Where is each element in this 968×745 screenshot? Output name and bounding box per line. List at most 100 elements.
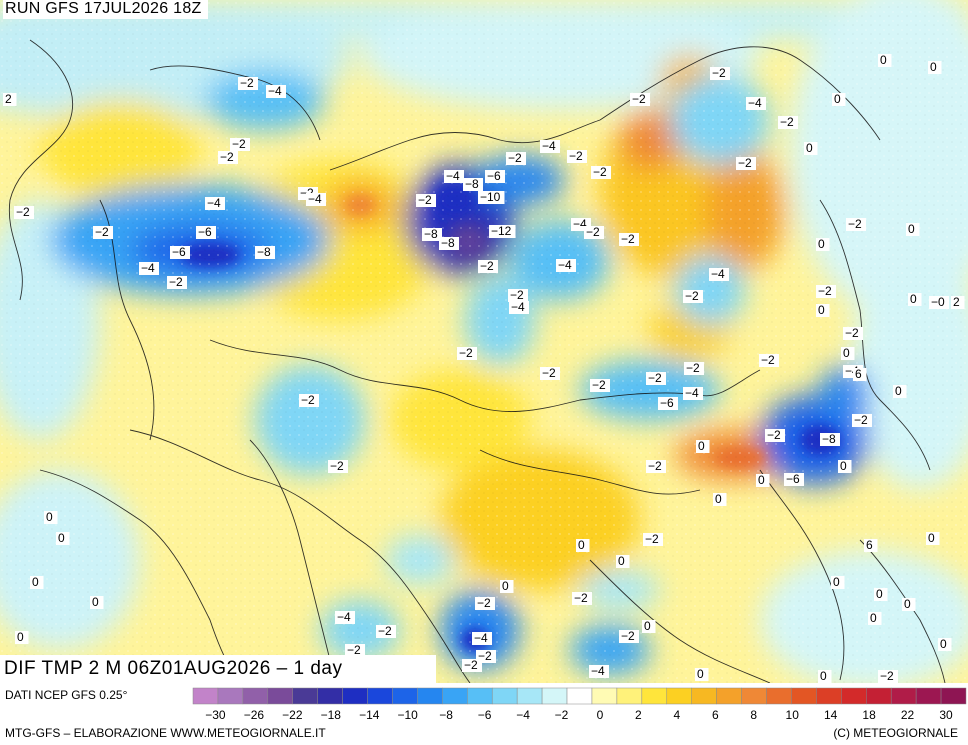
contour-value-label: 0 <box>616 554 630 568</box>
contour-value-text: 0 <box>698 439 705 453</box>
contour-value-text: −2 <box>574 591 588 605</box>
contour-value-label: 0 <box>804 141 818 155</box>
contour-value-label: 0 <box>818 669 832 683</box>
contour-value-text: −2 <box>220 150 234 164</box>
legend-tick-label: 18 <box>862 708 876 722</box>
legend-tick-label: −8 <box>439 708 453 722</box>
legend-swatch <box>691 687 717 705</box>
legend-swatch <box>666 687 692 705</box>
legend-swatch <box>890 687 917 705</box>
legend-swatch <box>367 687 393 705</box>
contour-value-text: 0 <box>910 292 917 306</box>
legend-swatch <box>192 687 219 705</box>
contour-value-text: −2 <box>240 76 254 90</box>
legend-swatch <box>516 687 543 705</box>
contour-value-text: −2 <box>880 669 894 683</box>
contour-value-text: 2 <box>5 92 12 106</box>
contour-value-text: −2 <box>592 378 606 392</box>
contour-value-text: −8 <box>257 245 271 259</box>
contour-value-text: −0 <box>931 295 945 309</box>
contour-value-text: 0 <box>818 303 825 317</box>
legend-swatch <box>242 687 269 705</box>
contour-value-label: −2 <box>462 658 482 672</box>
contour-value-label: −4 <box>472 631 492 645</box>
contour-value-label: −6 <box>196 225 216 239</box>
contour-value-text: −2 <box>477 596 491 610</box>
contour-value-text: 0 <box>578 538 585 552</box>
contour-value-text: 0 <box>876 587 883 601</box>
contour-value-label: 0 <box>902 597 916 611</box>
contour-value-label: 0 <box>696 439 710 453</box>
contour-value-label: 6 <box>853 367 867 381</box>
contour-value-label: −2 <box>878 669 898 683</box>
contour-value-text: −8 <box>822 432 836 446</box>
legend-swatch <box>491 687 518 705</box>
contour-value-text: −2 <box>586 225 600 239</box>
legend-swatch <box>816 687 842 705</box>
contour-value-label: −8 <box>422 227 442 241</box>
contour-value-text: −4 <box>511 300 525 314</box>
contour-value-label: −2 <box>416 193 436 207</box>
contour-value-text: 6 <box>866 538 873 552</box>
contour-value-text: −2 <box>569 149 583 163</box>
contour-value-text: −2 <box>738 156 752 170</box>
legend-swatch <box>566 687 593 705</box>
contour-value-text: −2 <box>645 532 659 546</box>
contour-value-label: 0 <box>756 473 770 487</box>
contour-value-text: −10 <box>480 190 501 204</box>
contour-value-label: −8 <box>820 432 840 446</box>
contour-value-text: −12 <box>491 224 512 238</box>
contour-value-label: −8 <box>463 177 483 191</box>
contour-value-text: −2 <box>621 629 635 643</box>
contour-value-label: −2 <box>591 165 611 179</box>
contour-value-label: −2 <box>584 225 604 239</box>
contour-value-text: −4 <box>474 631 488 645</box>
contour-value-text: −2 <box>686 361 700 375</box>
contour-value-label: −2 <box>846 217 866 231</box>
contour-value-text: 0 <box>820 669 827 683</box>
contour-value-text: −2 <box>761 353 775 367</box>
contour-value-label: −2 <box>457 346 477 360</box>
contour-value-text: 0 <box>908 222 915 236</box>
contour-value-text: 0 <box>806 141 813 155</box>
contour-value-text: 0 <box>46 510 53 524</box>
contour-value-label: −2 <box>683 289 703 303</box>
contour-value-text: −6 <box>786 472 800 486</box>
contour-value-text: −2 <box>480 259 494 273</box>
contour-value-text: −6 <box>487 169 501 183</box>
contour-value-text: −2 <box>95 225 109 239</box>
contour-value-label: −4 <box>139 261 159 275</box>
contour-value-text: 0 <box>818 237 825 251</box>
contour-value-label: 0 <box>838 459 852 473</box>
contour-value-label: −2 <box>852 413 872 427</box>
legend-tick-label: −30 <box>205 708 226 722</box>
contour-value-text: −4 <box>337 610 351 624</box>
contour-value-label: −2 <box>572 591 592 605</box>
contour-value-text: 0 <box>17 630 24 644</box>
contour-value-label: −2 <box>643 532 663 546</box>
contour-value-text: −2 <box>542 366 556 380</box>
contour-value-label: −2 <box>816 284 836 298</box>
contour-value-label: −6 <box>485 169 505 183</box>
map-title: DIF TMP 2 M 06Z01AUG2026 – 1 day <box>0 655 436 683</box>
contour-value-label: 0 <box>15 630 29 644</box>
contour-value-label: 0 <box>938 637 952 651</box>
map-borders <box>8 39 946 683</box>
contour-value-text: 0 <box>92 595 99 609</box>
contour-value-text: −2 <box>593 165 607 179</box>
contour-value-label: 0 <box>816 237 830 251</box>
legend-tick-label: −14 <box>359 708 380 722</box>
contour-value-text: −2 <box>780 115 794 129</box>
contour-value-text: −8 <box>465 177 479 191</box>
contour-value-text: 0 <box>618 554 625 568</box>
contour-value-label: −2 <box>238 76 258 90</box>
contour-value-label: 0 <box>908 292 922 306</box>
contour-value-label: −2 <box>328 459 348 473</box>
contour-value-label: −12 <box>489 224 516 238</box>
legend-tick-label: −10 <box>398 708 419 722</box>
contour-value-text: −2 <box>685 289 699 303</box>
legend-swatch <box>716 687 742 705</box>
contour-value-label: 0 <box>928 60 942 74</box>
contour-value-label: −2 <box>765 428 785 442</box>
contour-value-label: −8 <box>439 236 459 250</box>
